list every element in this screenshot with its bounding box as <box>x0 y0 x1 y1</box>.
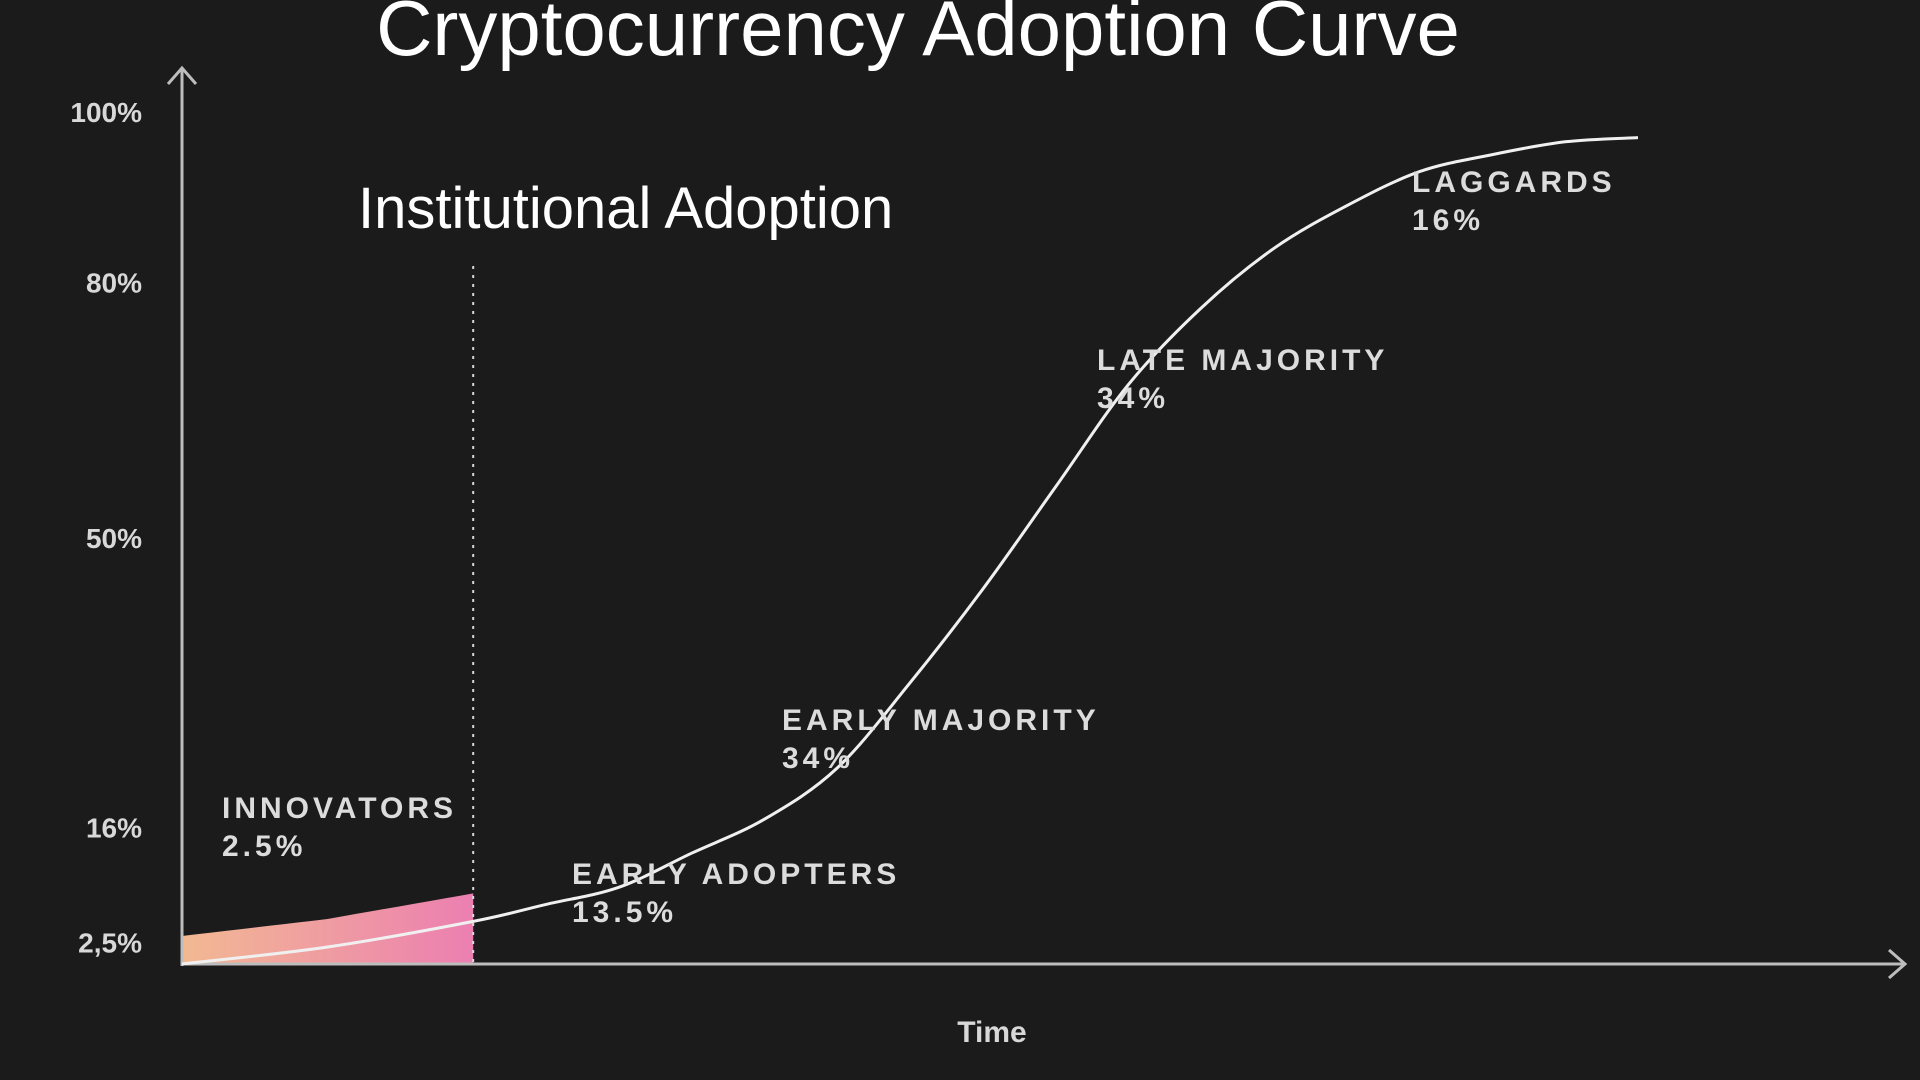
segment-share: 16% <box>1412 204 1484 237</box>
segment-label-early-adopters: EARLY ADOPTERS 13.5% <box>572 858 900 929</box>
segment-label-laggards: LAGGARDS 16% <box>1412 166 1616 237</box>
y-tick-label: 80% <box>86 267 142 298</box>
segment-name: INNOVATORS <box>222 792 457 825</box>
segment-share: 13.5% <box>572 896 677 929</box>
segment-label-early-majority: EARLY MAJORITY 34% <box>782 704 1100 775</box>
innovators-shaded-area <box>182 893 474 964</box>
y-tick-label: 16% <box>86 813 142 844</box>
segment-share: 2.5% <box>222 830 306 863</box>
y-tick-label: 2,5% <box>78 928 142 959</box>
y-tick-label: 100% <box>70 97 142 128</box>
segment-name: LAGGARDS <box>1412 166 1616 199</box>
innovators-shaded-region <box>182 893 474 964</box>
segment-share: 34% <box>1097 382 1169 415</box>
segment-labels: INNOVATORS 2.5% EARLY ADOPTERS 13.5% EARLY M… <box>222 166 1616 929</box>
adoption-curve-line <box>181 136 1639 966</box>
segment-label-innovators: INNOVATORS 2.5% <box>222 792 457 863</box>
segment-name: EARLY MAJORITY <box>782 704 1100 737</box>
chart-axes <box>166 65 1908 980</box>
x-axis-label: Time <box>957 1016 1026 1049</box>
segment-name: LATE MAJORITY <box>1097 344 1388 377</box>
segment-name: EARLY ADOPTERS <box>572 858 900 891</box>
chart-title: Cryptocurrency Adoption Curve <box>376 0 1460 72</box>
y-tick-label: 50% <box>86 523 142 554</box>
y-axis-arrow-icon <box>166 65 198 85</box>
segment-share: 34% <box>782 742 854 775</box>
x-axis-arrow-icon <box>1888 948 1908 980</box>
institutional-adoption-label: Institutional Adoption <box>358 176 893 241</box>
segment-label-late-majority: LATE MAJORITY 34% <box>1097 344 1388 415</box>
y-tick-labels: 100% 80% 50% 16% 2,5% <box>70 97 142 959</box>
